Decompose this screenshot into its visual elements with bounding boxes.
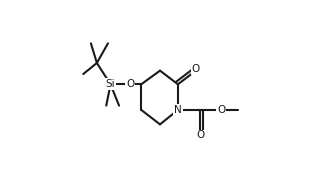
Text: O: O (126, 79, 134, 89)
Text: O: O (196, 131, 204, 141)
Text: O: O (192, 64, 200, 74)
Text: Si: Si (106, 79, 115, 89)
Text: N: N (174, 105, 182, 115)
Text: O: O (217, 105, 226, 115)
